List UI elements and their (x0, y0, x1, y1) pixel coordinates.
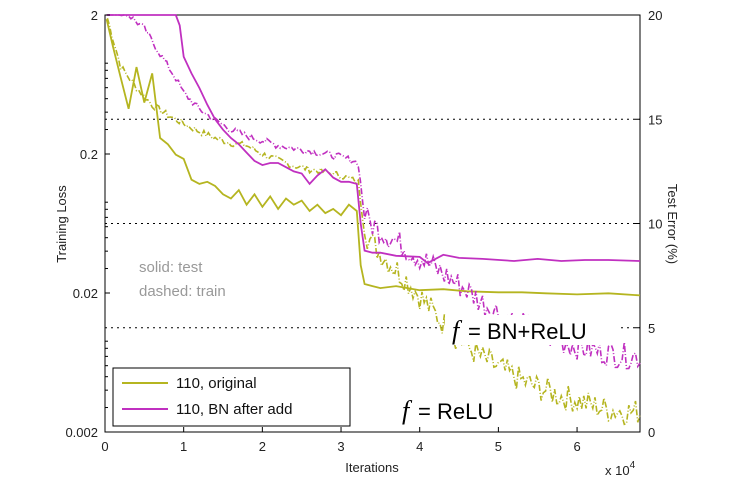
y-right-tick-label: 5 (648, 321, 655, 336)
annotation-bn-relu-text: = BN+ReLU (468, 319, 587, 344)
annotation-relu-text: = ReLU (418, 399, 493, 424)
x-tick-label: 3 (337, 439, 344, 454)
y-right-tick-label: 0 (648, 425, 655, 440)
x-tick-label: 0 (101, 439, 108, 454)
y-left-axis-title: Training Loss (54, 185, 69, 263)
y-right-tick-label: 10 (648, 217, 662, 232)
train-loss-line-original (106, 17, 641, 426)
y-left-tick-label: 2 (91, 8, 98, 23)
legend-label-original: 110, original (176, 375, 257, 392)
x-axis-title: Iterations (345, 460, 399, 475)
annotation-bn-relu-bg (445, 315, 620, 345)
annotation-relu-f: f (402, 396, 413, 425)
x-multiplier-exponent: 4 (630, 460, 636, 471)
note-dashed-train: dashed: train (139, 283, 226, 300)
legend: 110, original 110, BN after add (112, 367, 351, 427)
annotation-bn-relu-f: f (452, 316, 463, 345)
legend-box (112, 367, 351, 427)
plot-area: 0 1 2 3 4 5 6 2 0.2 0.02 0.002 20 15 10 5 0 (65, 8, 662, 454)
x-tick-label: 1 (180, 439, 187, 454)
y-left-tick-label: 0.02 (73, 286, 98, 301)
x-multiplier-label: x 104 (605, 460, 636, 478)
y-right-tick-label: 20 (648, 8, 662, 23)
annotation-relu-bg (395, 395, 520, 425)
y-right-axis-title: Test Error (%) (665, 184, 680, 264)
axis-ticks: 0 1 2 3 4 5 6 2 0.2 0.02 0.002 20 15 10 5 0 (65, 8, 662, 454)
test-error-line-bn-after-add (106, 14, 641, 265)
annotation-relu: f = ReLU (395, 395, 520, 425)
series-lines (105, 14, 641, 426)
y-left-tick-label: 0.2 (80, 147, 98, 162)
x-tick-label: 5 (495, 439, 502, 454)
legend-label-bn-after-add: 110, BN after add (176, 401, 292, 418)
x-tick-label: 4 (416, 439, 423, 454)
y-right-tick-label: 15 (648, 112, 662, 127)
note-solid-test: solid: test (139, 259, 203, 276)
y-left-tick-label: 0.002 (65, 425, 98, 440)
x-tick-label: 2 (259, 439, 266, 454)
test-error-line-original (105, 18, 641, 297)
annotation-bn-relu: f = BN+ReLU (445, 315, 620, 345)
x-multiplier-base: x 10 (605, 463, 630, 478)
x-tick-label: 6 (573, 439, 580, 454)
